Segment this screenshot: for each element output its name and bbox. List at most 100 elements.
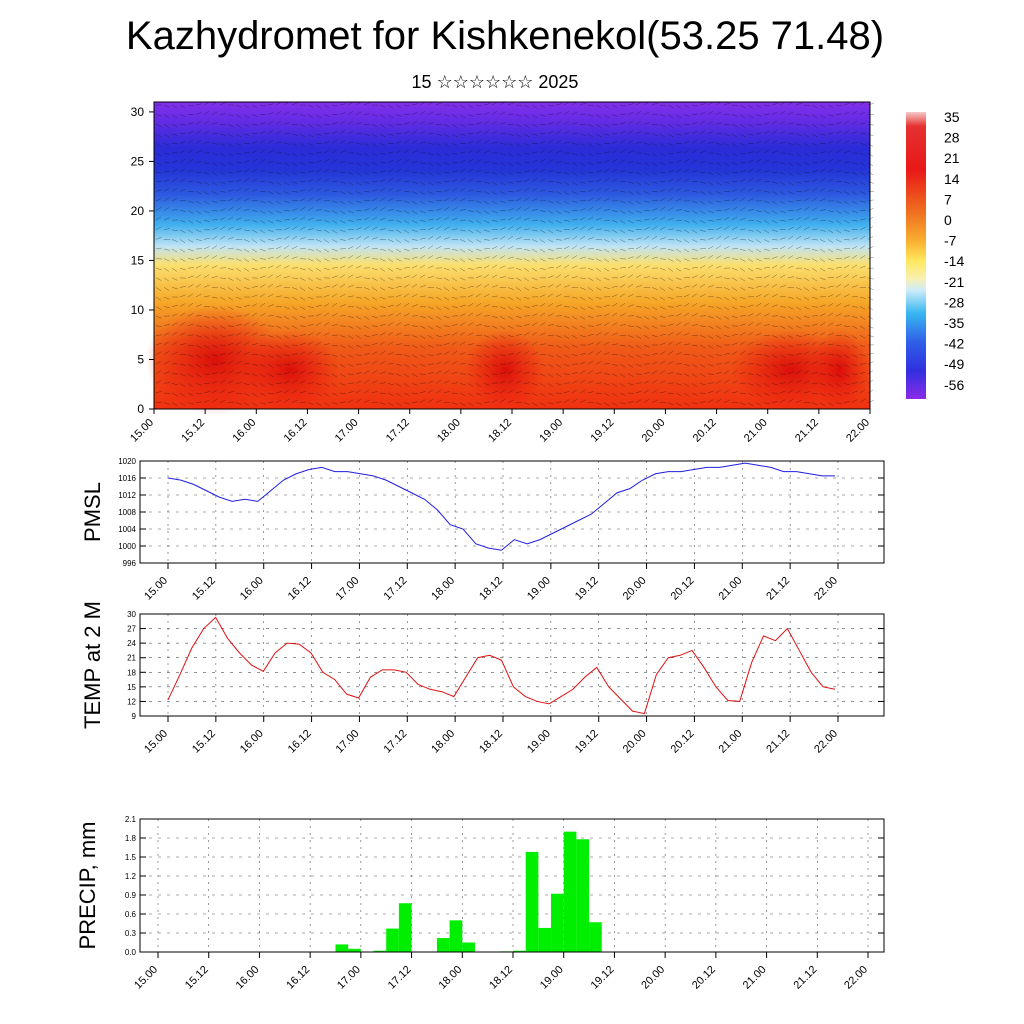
wind-barb: [187, 219, 194, 224]
wind-barb: [347, 171, 354, 175]
wind-barb: [595, 332, 602, 336]
wind-barb: [275, 200, 282, 205]
wind-barb: [419, 344, 426, 349]
wind-barb: [491, 210, 498, 214]
wind-barb: [483, 383, 490, 386]
wind-barb: [827, 132, 834, 135]
wind-barb: [187, 402, 194, 405]
wind-barb: [755, 363, 762, 367]
wind-barb: [411, 150, 418, 154]
wind-barb: [171, 248, 178, 253]
wind-barb: [659, 391, 666, 394]
wind-barb: [211, 162, 218, 166]
wind-barb: [603, 133, 610, 136]
wind-barb: [755, 219, 762, 223]
page-title: Kazhydromet for Kishkenekol(53.25 71.48): [125, 14, 885, 58]
wind-barb: [643, 399, 650, 403]
heatmap-x-tick-label: 19.12: [588, 417, 616, 445]
wind-barb: [739, 152, 746, 155]
wind-barb: [459, 258, 466, 263]
wind-barb: [675, 188, 682, 192]
wind-barb: [291, 191, 298, 193]
wind-barb: [395, 159, 402, 163]
wind-barb: [283, 265, 290, 269]
wind-barb: [835, 219, 842, 224]
wind-barb: [763, 324, 770, 327]
heatmap-y-tick-label: 15: [131, 253, 145, 267]
wind-barb: [787, 371, 794, 375]
wind-barb: [171, 143, 178, 145]
wind-barb: [499, 335, 506, 339]
wind-barb: [611, 294, 618, 298]
wind-barb: [451, 197, 458, 202]
wind-barb: [171, 305, 178, 307]
wind-barb: [771, 120, 778, 125]
wind-barb: [307, 188, 314, 192]
wind-barb: [187, 122, 194, 125]
wind-barb: [795, 352, 802, 355]
wind-barb: [811, 361, 818, 365]
wind-barb: [619, 284, 626, 288]
wind-barb: [203, 237, 210, 240]
wind-barb: [731, 189, 738, 192]
wind-barb: [851, 162, 858, 165]
wind-barb: [587, 306, 594, 310]
wind-barb: [355, 372, 362, 375]
wind-barb: [563, 181, 570, 186]
wind-barb: [747, 331, 754, 336]
wind-barb: [259, 258, 266, 260]
wind-barb: [411, 335, 418, 338]
wind-barb: [355, 218, 362, 221]
wind-barb: [211, 152, 218, 156]
wind-barb: [459, 151, 466, 154]
wind-barb: [643, 296, 650, 299]
wind-barb: [195, 335, 202, 338]
wind-barb: [467, 343, 474, 346]
wind-barb: [731, 197, 738, 202]
wind-barb: [179, 322, 186, 327]
x-tick-label: 21.12: [791, 964, 819, 992]
x-tick-label: 15.12: [183, 964, 211, 992]
wind-barb: [563, 382, 570, 384]
wind-barb: [387, 267, 394, 272]
wind-barb: [299, 306, 306, 310]
wind-barb: [795, 361, 802, 365]
wind-barb: [411, 200, 418, 205]
wind-barb: [499, 111, 506, 115]
wind-barb: [699, 248, 706, 250]
wind-barb: [187, 334, 194, 336]
wind-barb: [555, 200, 562, 205]
heatmap-x-tick-label: 16.12: [282, 417, 310, 445]
wind-barb: [843, 265, 850, 269]
wind-barb: [219, 389, 226, 394]
wind-barb: [243, 351, 250, 355]
wind-barb: [195, 181, 202, 184]
wind-barb: [235, 143, 242, 147]
wind-barb: [739, 104, 746, 108]
heatmap-x-tick-label: 17.00: [333, 417, 361, 445]
wind-barb: [827, 168, 834, 173]
wind-barb: [691, 229, 698, 234]
precip-bar: [386, 928, 399, 952]
wind-barb: [403, 191, 410, 193]
wind-barb: [755, 392, 762, 397]
wind-barb: [587, 296, 594, 301]
wind-barb: [363, 123, 370, 125]
x-tick-label: 21.00: [741, 964, 769, 992]
wind-barb: [179, 286, 186, 288]
wind-barb: [179, 210, 186, 212]
wind-barb: [587, 370, 594, 375]
wind-barb: [715, 399, 722, 403]
wind-barb: [435, 181, 442, 184]
wind-barb: [235, 228, 242, 231]
wind-barb: [219, 256, 226, 259]
wind-barb: [691, 104, 698, 107]
wind-barb: [803, 315, 810, 319]
wind-barb: [611, 168, 618, 173]
wind-barb: [795, 325, 802, 329]
wind-barb: [755, 332, 762, 336]
wind-barb: [475, 149, 482, 154]
wind-barb: [739, 306, 746, 308]
wind-barb: [347, 335, 354, 339]
wind-barb: [331, 267, 338, 269]
